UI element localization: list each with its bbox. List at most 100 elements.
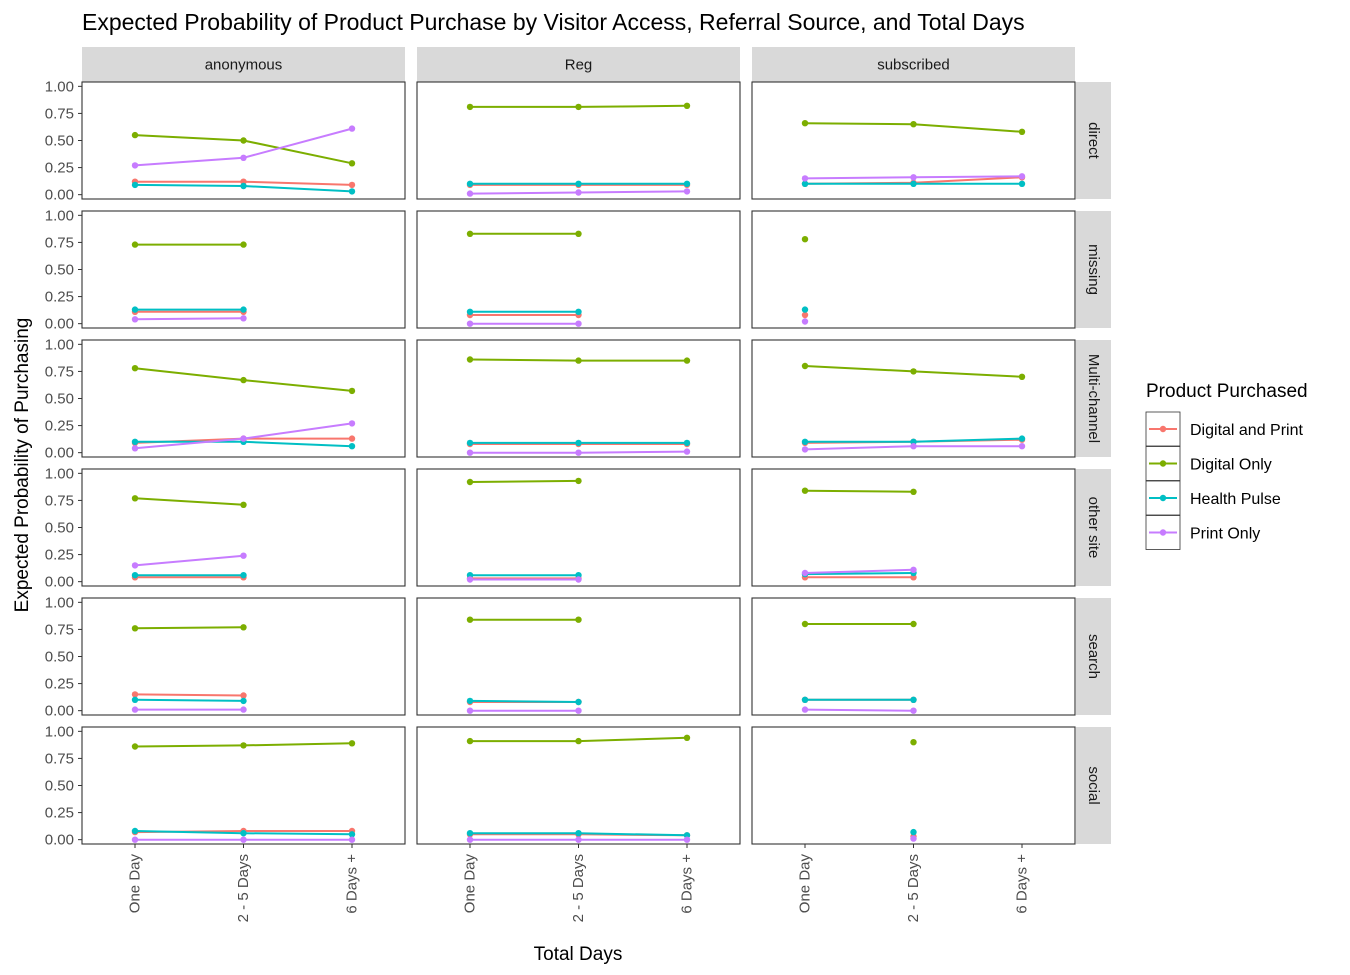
data-point-health-pulse xyxy=(131,572,139,579)
x-tick-label: One Day xyxy=(462,854,479,914)
panel-subscribed-direct xyxy=(751,81,1076,200)
strip-label-anonymous: anonymous xyxy=(205,57,283,74)
data-point-health-pulse xyxy=(801,306,809,313)
data-point-print-only xyxy=(466,576,474,583)
data-point-print-only xyxy=(1018,443,1026,450)
data-point-health-pulse xyxy=(466,439,474,447)
data-point-health-pulse xyxy=(683,832,691,839)
y-tick-label: 0.75 xyxy=(45,621,74,638)
data-point-digital-only xyxy=(575,616,582,623)
data-point-health-pulse xyxy=(466,180,474,187)
data-point-health-pulse xyxy=(910,696,917,703)
data-point-digital-only xyxy=(131,495,139,502)
data-point-health-pulse xyxy=(240,572,247,579)
series-line-digital-and-print xyxy=(134,693,244,697)
data-point-digital-only xyxy=(240,501,247,508)
data-point-digital-only xyxy=(683,734,691,741)
series-line-digital-only xyxy=(134,497,244,506)
data-point-digital-and-print xyxy=(240,692,247,699)
data-point-digital-only xyxy=(348,387,356,395)
data-point-print-only xyxy=(575,707,582,714)
data-point-print-only xyxy=(910,174,917,181)
data-point-print-only xyxy=(575,189,582,196)
data-point-digital-only xyxy=(240,624,247,631)
data-point-digital-only xyxy=(131,365,139,372)
data-point-digital-only xyxy=(131,743,139,750)
series-line-digital-only xyxy=(804,489,914,493)
data-point-digital-only xyxy=(466,356,474,363)
panel-anonymous-search xyxy=(81,597,406,716)
data-point-digital-only xyxy=(910,739,917,746)
panel-border xyxy=(416,210,741,329)
data-point-health-pulse xyxy=(348,443,356,450)
panel-border xyxy=(416,597,741,716)
data-point-digital-only xyxy=(575,103,582,111)
series-line-health-pulse xyxy=(134,698,244,702)
panel-border xyxy=(81,468,406,587)
panel-subscribed-search xyxy=(751,597,1076,716)
legend-item-digital-only: Digital Only xyxy=(1145,446,1272,481)
data-point-print-only xyxy=(131,162,139,169)
data-point-print-only xyxy=(348,125,356,132)
data-point-print-only xyxy=(131,316,139,323)
y-tick-label: 0.25 xyxy=(45,418,74,435)
data-point-digital-only xyxy=(466,616,474,623)
data-point-health-pulse xyxy=(466,308,474,315)
data-point-digital-only xyxy=(801,620,809,628)
data-point-health-pulse xyxy=(683,180,691,187)
y-axis-title: Expected Probability of Purchasing xyxy=(12,318,33,613)
data-point-digital-and-print xyxy=(348,181,356,189)
strip-subscribed xyxy=(752,47,1075,82)
y-tick-label: 1.00 xyxy=(45,207,74,224)
series-line-health-pulse xyxy=(469,699,579,703)
strip-label-other-site: other site xyxy=(1085,497,1102,559)
data-point-print-only xyxy=(466,836,474,843)
legend-label: Digital and Print xyxy=(1190,422,1304,439)
strip-reg xyxy=(417,47,740,82)
data-point-digital-only xyxy=(683,102,691,110)
series-line-print-only xyxy=(134,554,244,567)
data-point-print-only xyxy=(240,836,247,843)
panel-anonymous-multi-channel xyxy=(81,339,406,458)
strip-direct xyxy=(1076,82,1111,199)
data-point-health-pulse xyxy=(1018,180,1026,187)
data-point-digital-only xyxy=(910,620,917,628)
data-point-health-pulse xyxy=(131,696,139,703)
data-point-print-only xyxy=(240,706,247,713)
data-point-print-only xyxy=(240,154,247,161)
y-tick-label: 0.50 xyxy=(45,133,74,150)
legend-label: Digital Only xyxy=(1190,457,1272,474)
y-tick-label: 0.50 xyxy=(45,778,74,795)
data-point-digital-only xyxy=(240,241,247,248)
panel-reg-search xyxy=(416,597,741,716)
y-tick-label: 0.75 xyxy=(45,363,74,380)
strip-social xyxy=(1076,727,1111,844)
legend-key-point xyxy=(1159,460,1167,467)
data-point-health-pulse xyxy=(575,830,582,837)
y-tick-label: 0.75 xyxy=(45,105,74,122)
data-point-digital-only xyxy=(801,120,809,127)
panel-reg-multi-channel xyxy=(416,339,741,458)
series-line-print-only xyxy=(134,317,244,321)
data-point-digital-only xyxy=(683,357,691,364)
data-point-health-pulse xyxy=(1018,435,1026,442)
data-point-print-only xyxy=(801,446,809,453)
data-point-health-pulse xyxy=(131,827,139,835)
strip-label-social: social xyxy=(1085,766,1102,804)
y-tick-label: 0.00 xyxy=(45,445,74,462)
data-point-print-only xyxy=(910,707,917,714)
legend-item-print-only: Print Only xyxy=(1145,515,1260,550)
legend-item-digital-and-print: Digital and Print xyxy=(1145,411,1304,447)
strip-label-reg: Reg xyxy=(565,57,593,74)
data-point-digital-only xyxy=(575,737,582,745)
legend-item-health-pulse: Health Pulse xyxy=(1145,480,1281,516)
data-point-health-pulse xyxy=(240,697,247,705)
data-point-digital-only xyxy=(466,103,474,111)
data-point-print-only xyxy=(348,420,356,427)
data-point-health-pulse xyxy=(801,438,809,445)
data-point-health-pulse xyxy=(910,828,917,836)
data-point-digital-only xyxy=(348,740,356,747)
legend-key-point xyxy=(1159,425,1167,433)
x-axis-title: Total Days xyxy=(534,944,623,965)
strip-search xyxy=(1076,598,1111,715)
